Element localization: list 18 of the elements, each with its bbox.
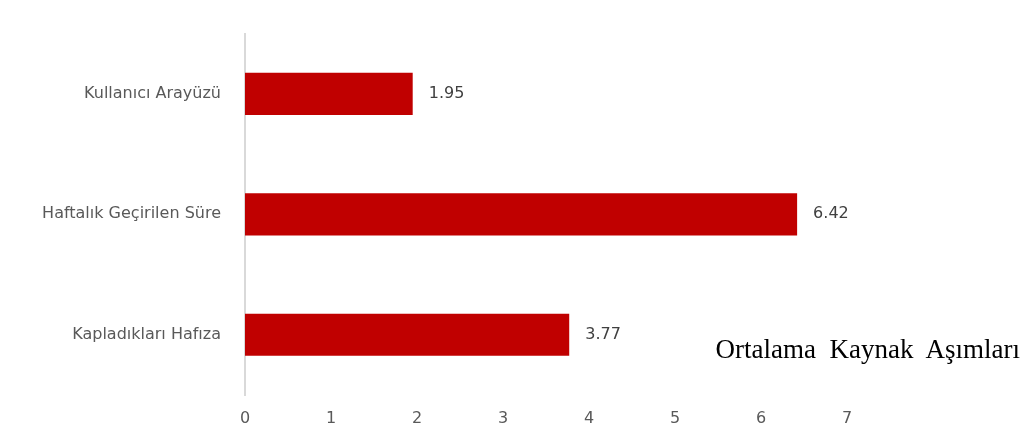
- data-label: 6.42: [813, 203, 849, 223]
- y-tick-label: Haftalık Geçirilen Süre: [42, 203, 221, 223]
- y-tick-label: Kullanıcı Arayüzü: [84, 82, 221, 102]
- bar: [245, 193, 798, 236]
- bar: [245, 313, 570, 356]
- x-tick-label: 0: [239, 407, 251, 427]
- x-tick-label: 2: [411, 407, 423, 427]
- data-label: 1.95: [428, 82, 465, 102]
- bar: [245, 72, 413, 115]
- text: Ortalama Kaynak Aşımları: [715, 334, 1020, 365]
- x-tick-label: 3: [497, 407, 509, 427]
- x-tick-label: 5: [669, 407, 681, 427]
- x-tick-label: 7: [841, 407, 853, 427]
- x-tick-label: 4: [583, 407, 595, 427]
- data-label: 3.77: [585, 323, 621, 343]
- x-tick-label: 1: [325, 407, 337, 427]
- y-tick-label: Kapladıkları Hafıza: [72, 323, 221, 343]
- x-tick-label: 6: [755, 407, 767, 427]
